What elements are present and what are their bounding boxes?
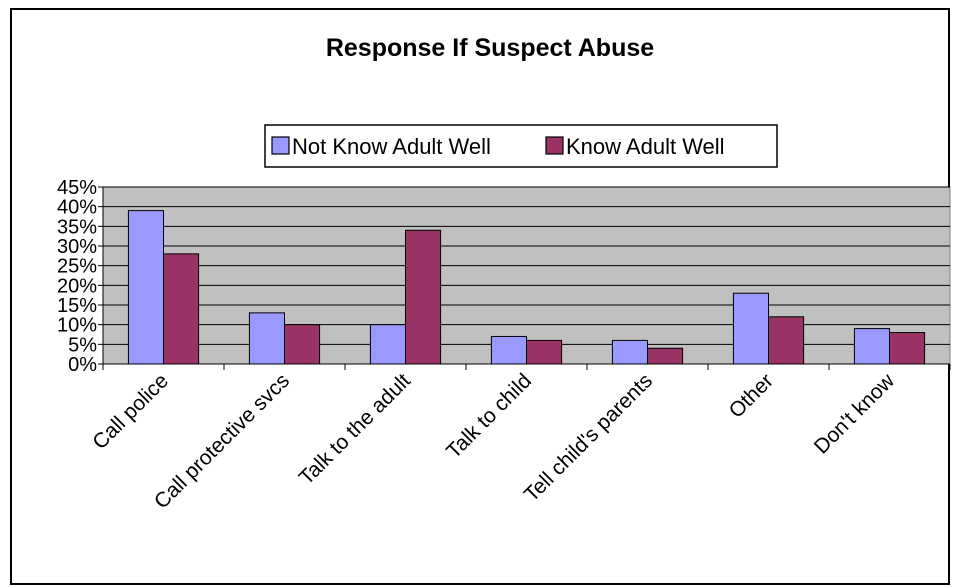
y-tick-label: 30%	[57, 236, 97, 258]
legend-swatch-series-1	[271, 136, 290, 155]
plot-area	[102, 186, 951, 365]
y-tick-label: 25%	[57, 256, 97, 278]
bar	[611, 339, 648, 365]
bar	[490, 335, 528, 365]
x-tick-label: Don't know	[810, 369, 900, 459]
bar	[526, 339, 563, 365]
legend-label-series-1: Not Know Adult Well	[292, 134, 491, 159]
bar	[768, 316, 805, 365]
y-tick-label: 15%	[57, 295, 97, 317]
y-tick-label: 40%	[57, 197, 97, 219]
bar	[889, 332, 926, 365]
y-tick-label: 20%	[57, 275, 97, 297]
y-tick-label: 45%	[57, 177, 97, 199]
legend-swatch-series-2	[545, 136, 564, 155]
bar	[127, 210, 165, 365]
legend-label-series-2: Know Adult Well	[566, 134, 725, 159]
x-tick-label: Talk to child	[442, 369, 536, 463]
y-tick-label: 0%	[68, 354, 97, 376]
legend: Not Know Adult Well Know Adult Well	[264, 124, 778, 168]
bar	[284, 324, 321, 365]
bars	[127, 210, 926, 365]
x-tick-label: Tell child's parents	[520, 369, 657, 506]
bar	[732, 292, 769, 365]
legend-box	[264, 124, 778, 168]
y-tick-label: 35%	[57, 216, 97, 238]
y-tick-label: 5%	[68, 334, 97, 356]
x-tick-label: Call protective svcs	[150, 369, 294, 513]
y-tick-label: 10%	[57, 315, 97, 337]
y-axis: 0%5%10%15%20%25%30%35%40%45%	[57, 177, 104, 376]
bar	[853, 328, 890, 365]
bar	[248, 312, 286, 365]
bar	[163, 253, 200, 365]
bar	[405, 229, 442, 365]
bar	[369, 324, 407, 365]
chart-title: Response If Suspect Abuse	[326, 34, 654, 62]
x-tick-label: Talk to the adult	[295, 369, 415, 489]
x-tick-label: Call police	[88, 369, 173, 454]
bar	[647, 347, 684, 365]
x-tick-label: Other	[725, 369, 778, 422]
